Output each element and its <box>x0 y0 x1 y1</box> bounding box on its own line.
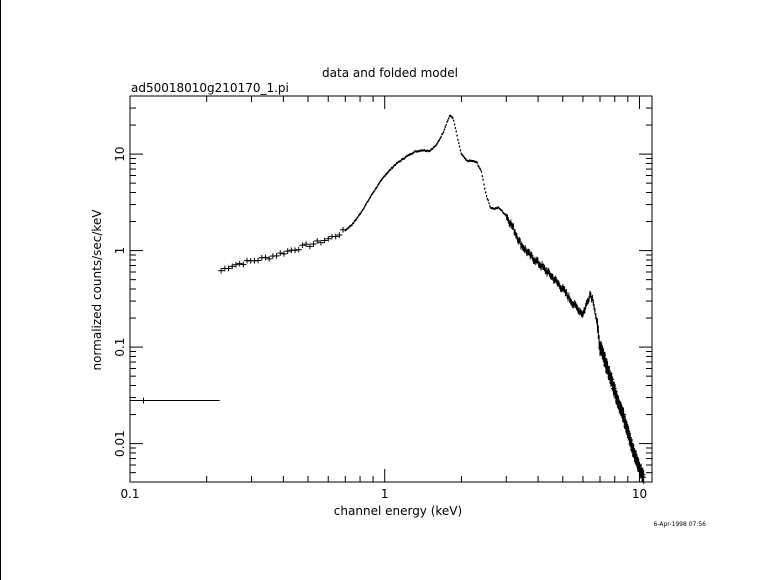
plot-frame <box>129 95 653 483</box>
data-points <box>130 114 647 485</box>
x-tick-label: 1 <box>381 487 389 501</box>
chart-title: data and folded model <box>322 66 458 80</box>
axis-tick-labels: 0.1 1 10 0.01 0.1 1 10 <box>113 146 647 501</box>
y-axis-label: normalized counts/sec/keV <box>90 209 104 371</box>
y-tick-label: 0.01 <box>113 430 127 457</box>
x-tick-label: 0.1 <box>120 487 139 501</box>
chart-subtitle: ad50018010g210170_1.pi <box>131 81 289 95</box>
axis-ticks <box>129 95 652 483</box>
y-tick-label: 0.1 <box>113 338 127 357</box>
window-left-border <box>0 0 1 580</box>
x-tick-label: 10 <box>632 487 647 501</box>
y-tick-label: 10 <box>113 146 127 161</box>
x-axis-label: channel energy (keV) <box>334 504 462 518</box>
plot-timestamp: 6-Apr-1998 07:56 <box>654 521 707 528</box>
y-tick-label: 1 <box>113 247 127 255</box>
